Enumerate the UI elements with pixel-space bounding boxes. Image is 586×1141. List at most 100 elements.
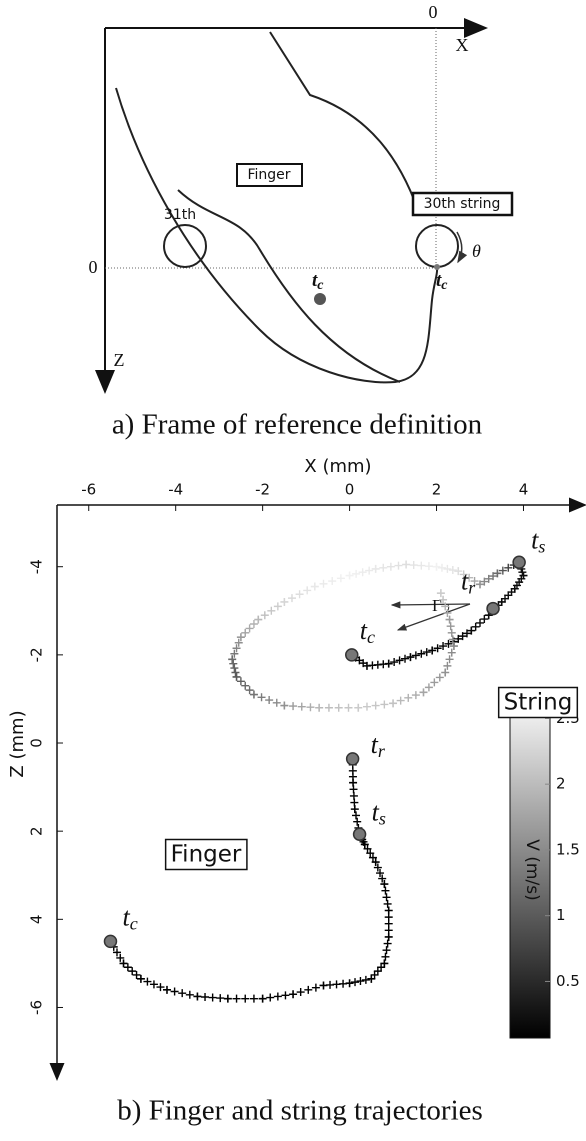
event-point [512, 555, 526, 570]
trajectory-fill [471, 622, 480, 631]
trajectory-fill [366, 849, 375, 858]
event-point [486, 601, 500, 616]
trajectory-fill [498, 566, 507, 575]
trajectory-fill [116, 953, 125, 962]
trajectory-fill [504, 563, 513, 572]
contact-point [314, 293, 326, 305]
event-point [352, 827, 367, 842]
trajectory-point [232, 672, 241, 681]
trajectory-fill [381, 952, 390, 961]
trajectory-fill [241, 628, 250, 637]
trajectory-fill [273, 992, 282, 1001]
trajectory-fill [462, 629, 471, 638]
colorbar [509, 699, 551, 1039]
trajectory-fill [156, 983, 165, 992]
trajectory-fill [465, 573, 474, 582]
event-t: t [371, 730, 379, 759]
trajectory-fill [458, 632, 467, 641]
axis-label: Z [114, 350, 125, 370]
trajectory-fill [358, 568, 367, 577]
trajectory-fill [424, 683, 433, 692]
trajectory-point [371, 564, 380, 573]
trajectory-fill [287, 594, 296, 603]
trajectory-fill [201, 993, 210, 1002]
x-axis-title: X (mm) [304, 456, 371, 477]
trajectory-fill [128, 967, 137, 976]
trajectory-fill [435, 673, 444, 682]
axis-label: X [456, 35, 469, 55]
event-sub: r [468, 578, 476, 598]
string-label: 31th [164, 207, 196, 223]
trajectory-fill [411, 651, 420, 660]
trajectory-fill [351, 978, 360, 987]
event-sub: s [379, 808, 386, 828]
origin-label: 0 [429, 2, 438, 22]
trajectory-point [258, 994, 267, 1003]
trajectory-fill [289, 702, 298, 711]
trajectory-fill [230, 649, 239, 658]
x-tick-label: 4 [519, 481, 529, 499]
trajectory-point [441, 668, 450, 677]
y-tick-label: -4 [28, 559, 46, 574]
trajectory-fill [437, 563, 446, 572]
trajectory-point [345, 571, 354, 580]
trajectory-fill [324, 703, 333, 712]
trajectory-fill [232, 994, 241, 1003]
trajectory-point [402, 560, 411, 569]
event-label: tr [371, 730, 386, 761]
trajectory-point [428, 646, 437, 655]
trajectory-fill [112, 948, 121, 957]
trajectory-fill [344, 703, 353, 712]
trajectory-fill [446, 622, 455, 631]
event-sub: c [367, 627, 375, 647]
trajectory-point [280, 597, 289, 606]
event-sub: s [538, 536, 545, 556]
trajectory-fill [336, 574, 345, 583]
gamma-marker [390, 601, 471, 631]
trajectory-fill [382, 893, 391, 902]
trajectory-fill [272, 698, 281, 707]
trajectory-fill [380, 700, 389, 709]
trajectory-fill [409, 561, 418, 570]
trajectory-fill [257, 693, 266, 702]
event-sub: r [378, 741, 386, 761]
diagram-panel: 0 X 0 Z Finger 30th string 31th θ tc tc … [89, 2, 514, 441]
trajectory-point [454, 567, 463, 576]
trajectory-point [249, 690, 258, 699]
trajectory-fill [430, 678, 439, 687]
series-label: String [504, 690, 573, 716]
trajectory-fill [311, 983, 320, 992]
trajectory-fill [401, 654, 410, 663]
trajectory-point [315, 703, 324, 712]
trajectory-fill [396, 696, 405, 705]
string-31 [163, 224, 207, 268]
sub: c [441, 278, 448, 293]
trajectory-fill [376, 869, 385, 878]
colorbar-tick-label: 1.5 [556, 840, 580, 858]
colorbar-title: V (m/s) [522, 839, 542, 900]
y-tick-label: 4 [28, 915, 46, 925]
trajectory-fill [371, 701, 380, 710]
trajectory-fill [390, 658, 399, 667]
arrow [390, 601, 471, 609]
trajectory-fill [443, 608, 452, 617]
event-t: t [461, 567, 469, 596]
event-label: ts [531, 525, 545, 556]
trajectory-fill [170, 987, 179, 996]
trajectory-fill [439, 642, 448, 651]
trajectory-point [476, 580, 485, 589]
trajectory-fill [356, 977, 365, 986]
trajectory-fill [484, 574, 493, 583]
theta-label: θ [472, 241, 481, 261]
finger-outline [177, 189, 401, 383]
origin-label: 0 [89, 257, 98, 277]
trajectory-fill [361, 975, 370, 984]
gamma-label: Γ [432, 596, 442, 615]
trajectory-fill [352, 569, 361, 578]
event-t: t [531, 525, 539, 554]
event-point [345, 752, 360, 766]
trajectory-fill [362, 702, 371, 711]
trajectory-fill [132, 970, 141, 979]
label-box [236, 163, 303, 187]
